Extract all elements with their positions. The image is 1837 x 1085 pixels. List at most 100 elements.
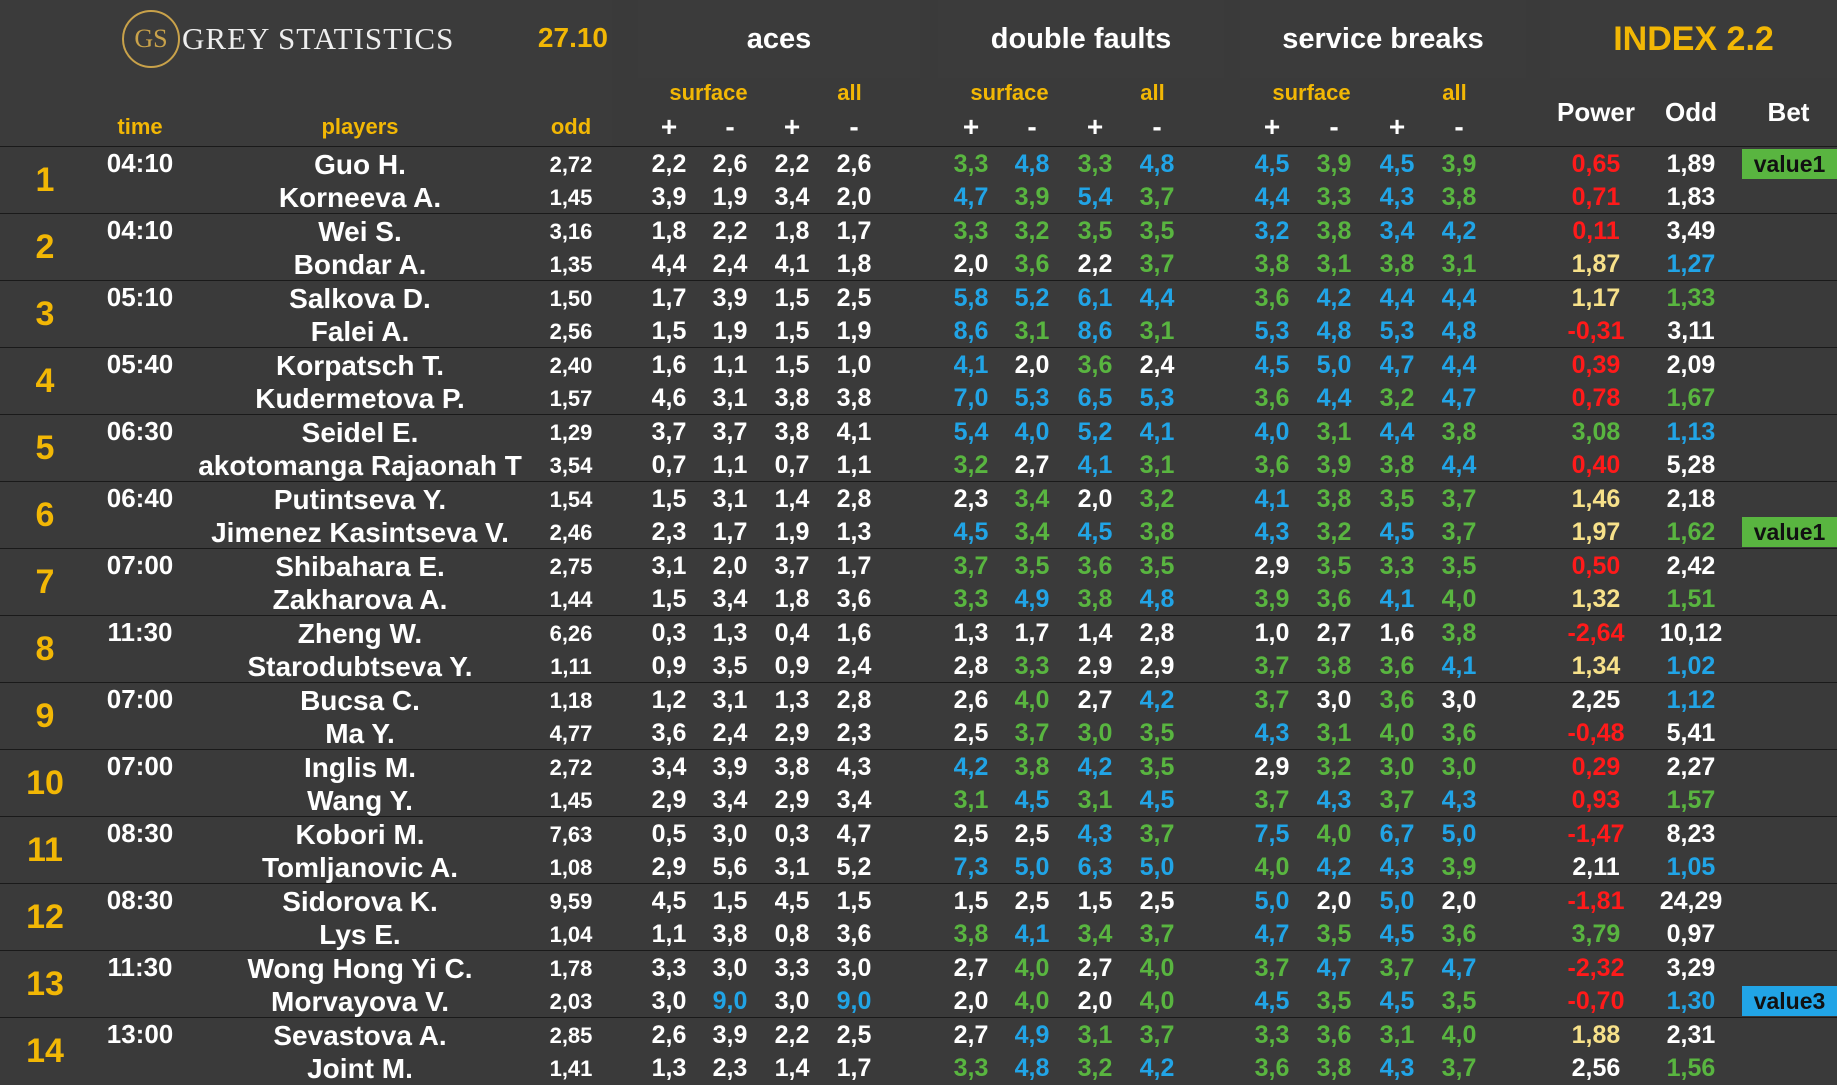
- match-number: 6: [35, 496, 55, 534]
- stat-cell: 6,3: [1077, 853, 1113, 881]
- stat-cell: 3,9: [1254, 585, 1290, 613]
- match-time: 11:30: [107, 952, 173, 982]
- stat-cell: 4,7: [1441, 954, 1477, 982]
- power-value: 0,78: [1571, 384, 1621, 412]
- match-time: 07:00: [106, 684, 174, 714]
- stat-cell: 3,0: [774, 987, 810, 1015]
- index-odd-value: 1,27: [1666, 250, 1716, 278]
- match-number: 3: [35, 295, 55, 333]
- stat-cell: 1,3: [836, 518, 872, 546]
- stat-cell: 4,0: [1014, 418, 1050, 446]
- stat-cell: 4,1: [1379, 585, 1415, 613]
- player-name: Starodubtseva Y.: [247, 650, 473, 682]
- stat-cell: 1,4: [774, 485, 810, 513]
- stat-cell: 1,6: [1379, 619, 1415, 647]
- stat-cell: 4,7: [953, 183, 989, 211]
- stat-cell: 0,8: [774, 920, 810, 948]
- stat-cell: 4,1: [1014, 920, 1050, 948]
- player-odd: 1,57: [549, 385, 593, 411]
- stat-cell: 2,9: [1077, 652, 1113, 680]
- stat-cell: 4,1: [1139, 418, 1175, 446]
- index-odd-value: 1,02: [1666, 652, 1716, 680]
- stat-cell: 3,7: [1139, 820, 1175, 848]
- match-number: 5: [35, 429, 55, 467]
- index-odd-value: 1,12: [1666, 686, 1716, 714]
- stat-cell: 1,5: [712, 887, 748, 915]
- player-odd: 2,75: [549, 553, 593, 579]
- col-power-header: Power: [1556, 96, 1636, 127]
- sub-header-all: all: [1442, 80, 1467, 105]
- stat-cell: 1,5: [1077, 887, 1113, 915]
- index-odd-value: 5,41: [1666, 719, 1716, 747]
- table-header: GS GREY STATISTICS 27.10 aces double fau…: [0, 0, 1837, 146]
- stat-cell: 3,5: [1139, 753, 1175, 781]
- stat-cell: 1,5: [651, 317, 687, 345]
- stat-cell: 4,5: [1379, 987, 1415, 1015]
- player-odd: 2,46: [549, 519, 593, 545]
- stat-cell: 3,6: [1441, 920, 1477, 948]
- stat-cell: 3,8: [953, 920, 989, 948]
- stat-cell: 4,4: [1441, 284, 1477, 312]
- stat-cell: 3,5: [1077, 217, 1113, 245]
- stat-cell: 3,7: [1254, 652, 1290, 680]
- stat-cell: 1,5: [774, 317, 810, 345]
- index-title: INDEX 2.2: [1550, 0, 1837, 78]
- stat-cell: 2,2: [712, 217, 748, 245]
- stat-cell: 3,7: [1441, 518, 1477, 546]
- stat-cell: 3,3: [953, 150, 989, 178]
- stat-cell: 6,5: [1077, 384, 1113, 412]
- stat-cell: 1,9: [712, 317, 748, 345]
- stat-cell: 3,2: [1014, 217, 1050, 245]
- stat-cell: 3,1: [651, 552, 687, 580]
- stat-cell: 1,0: [1254, 619, 1290, 647]
- stat-cell: 3,0: [836, 954, 872, 982]
- stat-cell: 5,0: [1316, 351, 1352, 379]
- stat-cell: 1,5: [953, 887, 989, 915]
- stat-cell: 3,8: [836, 384, 872, 412]
- stat-cell: 1,8: [774, 217, 810, 245]
- stat-cell: 1,1: [836, 451, 872, 479]
- stat-cell: 4,0: [1014, 686, 1050, 714]
- stat-cell: 4,4: [1139, 284, 1175, 312]
- index-odd-value: 0,97: [1666, 920, 1716, 948]
- player-odd: 2,72: [549, 151, 593, 177]
- power-value: -1,81: [1567, 887, 1625, 915]
- match-time: 08:30: [106, 818, 174, 848]
- stat-cell: 4,0: [1014, 987, 1050, 1015]
- power-value: 1,88: [1571, 1021, 1621, 1049]
- power-value: 2,11: [1572, 853, 1620, 881]
- power-value: -0,31: [1567, 317, 1625, 345]
- stat-cell: 2,5: [1014, 887, 1050, 915]
- stat-cell: 1,4: [774, 1054, 810, 1082]
- bet-badge: value3: [1742, 986, 1837, 1016]
- stat-cell: 3,9: [1014, 183, 1050, 211]
- stat-cell: 1,7: [836, 217, 872, 245]
- stat-cell: 2,9: [651, 853, 687, 881]
- stat-cell: 2,5: [836, 284, 872, 312]
- stat-cell: 3,0: [1441, 753, 1477, 781]
- power-value: 1,34: [1571, 652, 1621, 680]
- stat-cell: 3,7: [1379, 954, 1415, 982]
- stat-cell: 0,7: [651, 451, 687, 479]
- stat-cell: 4,5: [1379, 150, 1415, 178]
- stat-cell: 3,7: [1254, 954, 1290, 982]
- stat-cell: 1,0: [836, 351, 872, 379]
- match-row: 3 05:10 Salkova D. 1,50 1,7 3,9 1,5 2,5 5,8 5,2 6,…: [0, 280, 1837, 348]
- stat-cell: 4,2: [1077, 753, 1113, 781]
- stat-cell: 0,3: [651, 619, 687, 647]
- stat-cell: 1,3: [774, 686, 810, 714]
- match-number: 13: [26, 965, 64, 1003]
- stat-cell: 3,9: [1316, 150, 1352, 178]
- stat-cell: 4,3: [1379, 1054, 1415, 1082]
- index-odd-value: 2,42: [1666, 552, 1716, 580]
- stat-cell: 5,4: [953, 418, 989, 446]
- stat-cell: 3,1: [1077, 786, 1113, 814]
- stat-cell: 1,1: [712, 351, 748, 379]
- player-name: Zakharova A.: [272, 583, 448, 615]
- power-value: 0,71: [1571, 183, 1621, 211]
- stat-cell: 4,5: [1379, 920, 1415, 948]
- stat-cell: 4,5: [1254, 987, 1290, 1015]
- stat-cell: 2,9: [1254, 753, 1290, 781]
- stat-cell: 3,8: [1077, 585, 1113, 613]
- stat-cell: 3,8: [1441, 619, 1477, 647]
